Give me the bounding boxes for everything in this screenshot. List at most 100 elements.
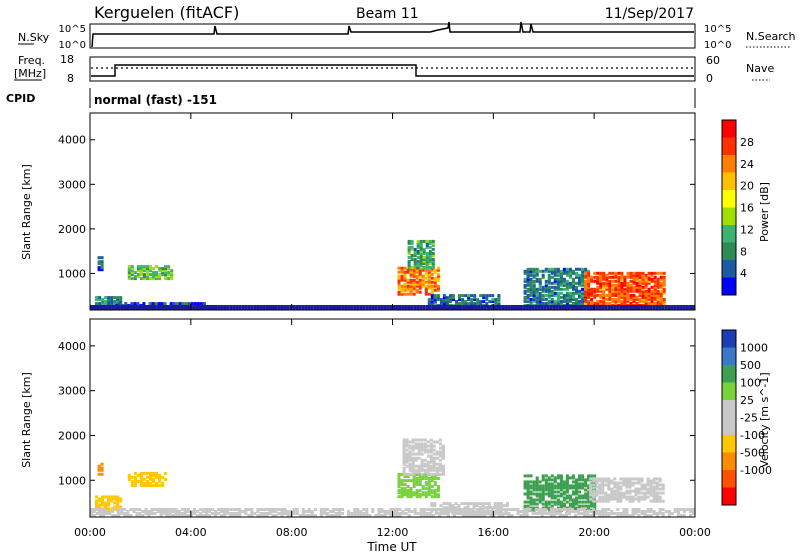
- velocity-cell: [652, 493, 656, 497]
- power-cell: [629, 275, 633, 279]
- power-cell: [430, 284, 434, 288]
- power-cell: [178, 302, 182, 306]
- velocity-cell: [625, 489, 629, 493]
- velocity-cell: [147, 512, 151, 515]
- power-cell: [415, 270, 419, 274]
- power-cell: [584, 293, 588, 297]
- power-cell: [556, 273, 560, 277]
- power-cell: [93, 305, 96, 308]
- velocity-cell: [107, 507, 111, 511]
- power-cell: [629, 285, 633, 289]
- velocity-cell: [484, 506, 488, 510]
- power-colorbar-tick: 12: [740, 223, 754, 236]
- velocity-cell: [601, 477, 605, 481]
- power-cell: [280, 307, 284, 310]
- power-cell: [620, 271, 624, 275]
- power-cell: [556, 267, 560, 271]
- velocity-cell: [538, 480, 542, 484]
- velocity-cell: [607, 481, 611, 485]
- velocity-cell: [619, 514, 623, 517]
- velocity-cell: [480, 510, 484, 513]
- velocity-cell: [356, 510, 360, 513]
- velocity-cell: [141, 510, 145, 513]
- power-cell: [436, 276, 440, 280]
- velocity-cell: [628, 491, 632, 495]
- velocity-cell: [540, 514, 544, 517]
- velocity-cell: [250, 514, 254, 517]
- power-cell: [632, 281, 636, 285]
- power-cell: [544, 287, 548, 291]
- power-cell: [138, 307, 142, 310]
- velocity-cell: [427, 483, 431, 487]
- velocity-cell: [572, 498, 575, 502]
- power-cell: [538, 299, 542, 303]
- power-cell: [151, 302, 155, 306]
- power-cell: [256, 305, 260, 308]
- velocity-cell: [652, 481, 656, 485]
- power-cell: [635, 273, 639, 277]
- velocity-cell: [113, 505, 117, 509]
- velocity-cell: [401, 512, 405, 515]
- power-cell: [659, 283, 663, 287]
- power-cell: [407, 260, 411, 263]
- velocity-cell: [409, 487, 413, 491]
- power-cell: [196, 302, 200, 306]
- power-cell: [104, 302, 108, 306]
- velocity-cell: [301, 508, 305, 511]
- velocity-cell: [581, 500, 585, 504]
- velocity-cell: [692, 512, 695, 515]
- velocity-cell: [453, 508, 456, 511]
- power-cell: [641, 289, 645, 293]
- velocity-cell: [159, 512, 163, 515]
- velocity-cell: [201, 510, 205, 513]
- power-cell: [602, 301, 606, 305]
- power-cell: [562, 283, 566, 287]
- power-cell: [433, 284, 437, 288]
- nave-label: Nave: [746, 62, 774, 75]
- power-cell: [625, 307, 629, 310]
- velocity-cell: [149, 482, 152, 485]
- power-cell: [409, 272, 413, 276]
- velocity-cell: [559, 502, 563, 506]
- power-cell: [403, 284, 407, 288]
- power-cell: [565, 293, 569, 297]
- power-cell: [149, 277, 152, 281]
- velocity-cell: [547, 486, 551, 490]
- velocity-cell: [586, 510, 590, 513]
- power-cell: [436, 288, 440, 292]
- power-cell: [409, 286, 413, 290]
- power-cell: [265, 307, 269, 310]
- velocity-cell: [418, 479, 422, 483]
- power-cell: [440, 307, 444, 310]
- velocity-cell: [310, 510, 314, 513]
- velocity-cell: [165, 514, 169, 517]
- power-cell: [620, 293, 624, 297]
- velocity-cell: [465, 512, 469, 515]
- power-cell: [650, 271, 654, 275]
- power-cell: [577, 307, 580, 310]
- power-cell: [559, 277, 563, 281]
- velocity-cell: [238, 510, 242, 513]
- velocity-cell: [426, 462, 430, 466]
- power-cell: [335, 307, 338, 310]
- velocity-cell: [625, 514, 629, 517]
- power-cell: [428, 262, 432, 265]
- velocity-cell: [535, 480, 539, 484]
- velocity-cell: [468, 514, 472, 517]
- power-cell: [430, 294, 434, 298]
- power-cell: [596, 285, 600, 289]
- velocity-cell: [139, 482, 143, 485]
- velocity-cell: [415, 473, 419, 476]
- velocity-cell: [523, 474, 527, 478]
- power-cell: [635, 271, 639, 275]
- velocity-cell: [607, 479, 611, 483]
- power-cell: [418, 268, 422, 272]
- power-cell: [562, 279, 566, 283]
- velocity-cell: [116, 499, 120, 503]
- velocity-cell: [420, 460, 424, 464]
- velocity-cell: [152, 477, 155, 481]
- velocity-cell: [607, 487, 611, 491]
- velocity-cell: [462, 514, 466, 517]
- velocity-cell: [544, 504, 548, 508]
- power-cell: [617, 283, 621, 287]
